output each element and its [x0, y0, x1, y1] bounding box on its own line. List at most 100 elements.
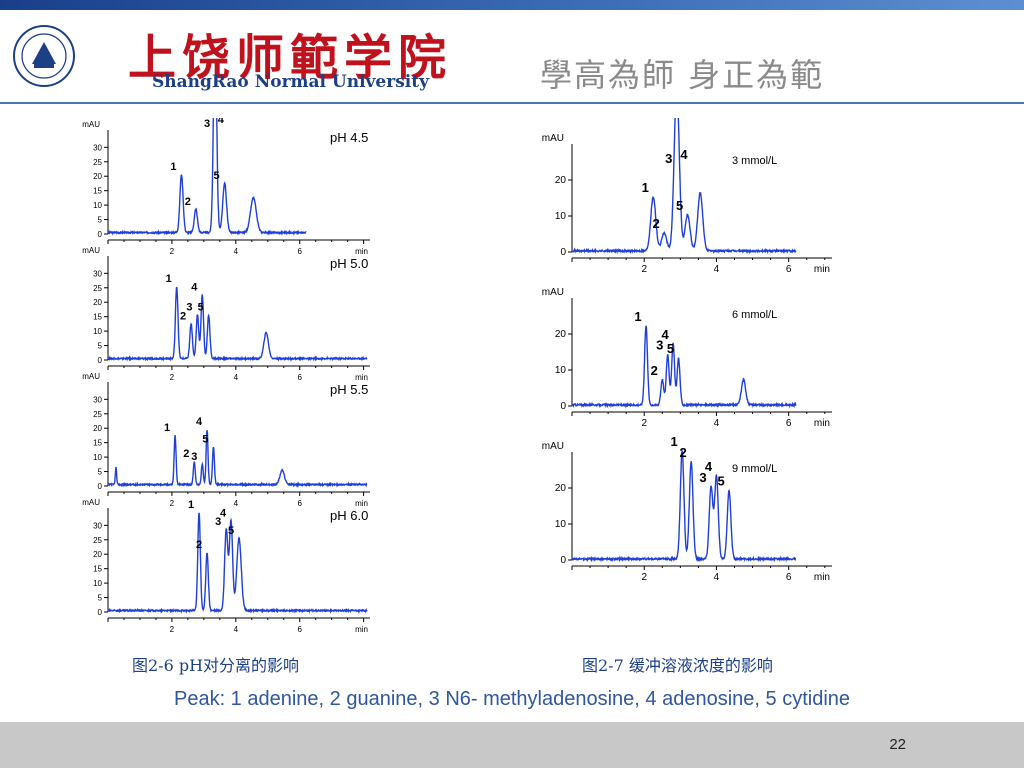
x-axis-label: min: [355, 499, 368, 508]
y-tick-label: 30: [93, 521, 102, 530]
x-tick-label: 6: [297, 499, 302, 508]
y-tick-label: 20: [93, 424, 102, 433]
top-accent-bar: [0, 0, 1024, 10]
y-tick-label: 0: [98, 356, 103, 365]
peak-label: 4: [680, 147, 688, 162]
university-seal-icon: [13, 25, 75, 87]
peak-label: 3: [665, 151, 672, 166]
condition-label: 9 mmol/L: [732, 463, 777, 475]
y-axis-label: mAU: [82, 120, 100, 129]
peak-label: 2: [196, 539, 202, 551]
x-tick-label: 4: [234, 247, 239, 256]
peak-label: 5: [228, 525, 234, 537]
peak-legend: Peak: 1 adenine, 2 guanine, 3 N6- methyl…: [173, 688, 851, 710]
peak-label: 5: [717, 474, 724, 489]
condition-label: pH 6.0: [330, 508, 368, 523]
y-tick-label: 15: [93, 313, 102, 322]
condition-label: pH 5.5: [330, 382, 368, 397]
y-tick-label: 30: [93, 143, 102, 152]
y-tick-label: 15: [93, 439, 102, 448]
y-tick-label: 15: [93, 565, 102, 574]
y-tick-label: 20: [93, 172, 102, 181]
y-tick-label: 10: [93, 327, 102, 336]
x-tick-label: 2: [641, 264, 647, 275]
peak-label: 4: [220, 507, 227, 519]
peak-label: 3: [656, 338, 663, 353]
chromatogram-trace: [571, 449, 797, 563]
y-tick-label: 30: [93, 395, 102, 404]
peak-label: 5: [676, 198, 683, 213]
y-tick-label: 0: [560, 555, 566, 566]
x-tick-label: 2: [170, 499, 175, 508]
condition-label: 6 mmol/L: [732, 309, 777, 321]
y-tick-label: 10: [93, 201, 102, 210]
peak-label: 1: [671, 434, 678, 449]
peak-label: 3: [186, 302, 192, 314]
slide-header: 上饶师範学院 ShangRao Normal University 學高為師 身…: [0, 10, 1024, 104]
y-tick-label: 25: [93, 536, 102, 545]
chromatogram-trace: [107, 286, 368, 362]
y-tick-label: 20: [555, 329, 567, 340]
peak-label: 4: [191, 281, 198, 293]
y-tick-label: 10: [93, 453, 102, 462]
chromatogram-trace: [107, 512, 368, 615]
x-axis-label: min: [814, 572, 830, 583]
peak-label: 4: [196, 416, 203, 428]
x-tick-label: 2: [170, 373, 175, 382]
peak-label: 5: [667, 341, 674, 356]
x-axis-label: min: [355, 247, 368, 256]
y-tick-label: 20: [555, 483, 567, 494]
peak-label: 4: [218, 118, 225, 126]
peak-label: 5: [198, 302, 204, 314]
condition-label: pH 5.0: [330, 256, 368, 271]
x-tick-label: 6: [297, 373, 302, 382]
peak-label: 1: [634, 309, 641, 324]
x-tick-label: 4: [714, 418, 720, 429]
y-tick-label: 25: [93, 158, 102, 167]
x-axis-label: min: [814, 264, 830, 275]
x-tick-label: 6: [297, 625, 302, 634]
peak-label: 2: [183, 448, 189, 460]
peak-label: 5: [214, 170, 220, 182]
y-tick-label: 0: [98, 482, 103, 491]
peak-label: 3: [215, 516, 221, 528]
y-tick-label: 20: [555, 175, 567, 186]
peak-label: 5: [202, 433, 208, 445]
peak-label: 1: [188, 499, 194, 511]
y-tick-label: 5: [98, 594, 103, 603]
y-tick-label: 0: [98, 230, 103, 239]
y-tick-label: 10: [555, 519, 567, 530]
caption-fig2-7: 图2-7 缓冲溶液浓度的影响: [582, 656, 773, 675]
chromatogram-trace: [107, 430, 368, 488]
y-axis-label: mAU: [542, 287, 564, 298]
x-axis-label: min: [355, 373, 368, 382]
university-name-cn: 上饶师範学院: [128, 30, 453, 86]
y-tick-label: 20: [93, 550, 102, 559]
peak-label: 1: [642, 180, 649, 195]
peak-label: 2: [185, 196, 191, 208]
chromatogram-trace: [572, 118, 797, 255]
y-tick-label: 0: [560, 401, 566, 412]
x-tick-label: 2: [170, 625, 175, 634]
y-tick-label: 5: [98, 468, 103, 477]
peak-label: 4: [661, 327, 669, 342]
caption-fig2-6: 图2-6 pH对分离的影响: [132, 656, 300, 675]
page-number: 22: [889, 736, 906, 753]
y-axis-label: mAU: [82, 246, 100, 255]
x-tick-label: 2: [641, 572, 647, 583]
y-axis-label: mAU: [542, 441, 564, 452]
y-tick-label: 10: [93, 579, 102, 588]
y-tick-label: 25: [93, 410, 102, 419]
peak-label: 2: [652, 216, 659, 231]
x-tick-label: 6: [297, 247, 302, 256]
x-axis-label: min: [814, 418, 830, 429]
y-tick-label: 10: [555, 365, 567, 376]
peak-label: 3: [191, 451, 197, 463]
x-tick-label: 4: [714, 572, 720, 583]
